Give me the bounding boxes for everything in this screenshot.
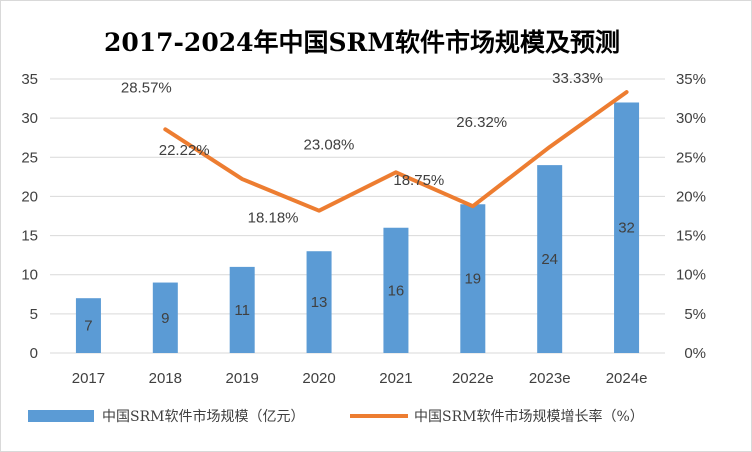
chart-title: 2017-2024年中国SRM软件市场规模及预测 xyxy=(104,28,620,57)
x-tick-label: 2024e xyxy=(606,370,648,387)
bar xyxy=(75,298,101,353)
bar-data-label: 32 xyxy=(618,220,635,237)
line-data-label: 22.22% xyxy=(159,142,210,159)
bar xyxy=(537,165,563,353)
bar-data-label: 13 xyxy=(311,294,328,311)
bar xyxy=(460,204,486,353)
bar-series: 7 9 11 13 16 19 24 32 xyxy=(75,102,640,353)
bar xyxy=(152,282,178,353)
left-tick-label: 0 xyxy=(30,345,38,362)
x-tick-label: 2023e xyxy=(529,370,571,387)
gridlines xyxy=(50,78,665,354)
x-tick-label: 2019 xyxy=(226,370,259,387)
right-tick-label: 25% xyxy=(676,149,706,166)
bar xyxy=(306,251,332,353)
right-tick-label: 10% xyxy=(676,267,706,284)
x-tick-label: 2022e xyxy=(452,370,494,387)
bar-data-label: 11 xyxy=(234,302,250,319)
bar xyxy=(229,266,255,353)
legend-bar-label: 中国SRM软件市场规模（亿元） xyxy=(102,408,304,425)
line-data-label: 26.32% xyxy=(456,114,507,131)
left-tick-label: 20 xyxy=(21,188,38,205)
left-axis: 0 5 10 15 20 25 30 35 xyxy=(21,71,38,362)
bar-data-label: 9 xyxy=(161,310,169,327)
x-tick-label: 2018 xyxy=(149,370,182,387)
left-tick-label: 5 xyxy=(30,306,38,323)
bar xyxy=(383,227,409,353)
left-tick-label: 25 xyxy=(21,149,38,166)
right-tick-label: 35% xyxy=(676,71,706,88)
x-tick-label: 2017 xyxy=(72,370,105,387)
x-tick-label: 2020 xyxy=(302,370,335,387)
left-tick-label: 10 xyxy=(21,267,38,284)
line-data-label: 33.33% xyxy=(552,70,603,87)
left-tick-label: 15 xyxy=(21,228,38,245)
bar xyxy=(614,102,640,353)
right-tick-label: 0% xyxy=(684,345,706,362)
bar-data-label: 16 xyxy=(388,282,405,299)
x-tick-label: 2021 xyxy=(379,370,412,387)
right-tick-label: 20% xyxy=(676,188,706,205)
x-axis: 2017 2018 2019 2020 2021 2022e 2023e 2024e xyxy=(72,370,648,387)
line-data-label: 23.08% xyxy=(304,136,355,153)
left-tick-label: 35 xyxy=(21,71,38,88)
legend-line-label: 中国SRM软件市场规模增长率（%） xyxy=(414,408,644,425)
line-data-label: 18.18% xyxy=(248,210,299,227)
legend-bar-swatch xyxy=(28,410,94,422)
right-axis: 0% 5% 10% 15% 20% 25% 30% 35% xyxy=(676,71,706,362)
bar-data-label: 19 xyxy=(464,271,481,288)
legend: 中国SRM软件市场规模（亿元） 中国SRM软件市场规模增长率（%） xyxy=(28,408,644,425)
bar-data-label: 7 xyxy=(84,318,92,335)
left-tick-label: 30 xyxy=(21,110,38,127)
line-series: 28.57% 22.22% 18.18% 23.08% 18.75% 26.32% 33.3… xyxy=(121,70,629,227)
right-tick-label: 5% xyxy=(684,306,706,323)
right-tick-label: 30% xyxy=(676,110,706,127)
bar-data-label: 24 xyxy=(541,251,558,268)
line-data-label: 28.57% xyxy=(121,79,172,96)
right-tick-label: 15% xyxy=(676,228,706,245)
growth-line xyxy=(163,90,629,213)
line-data-label: 18.75% xyxy=(393,172,444,189)
